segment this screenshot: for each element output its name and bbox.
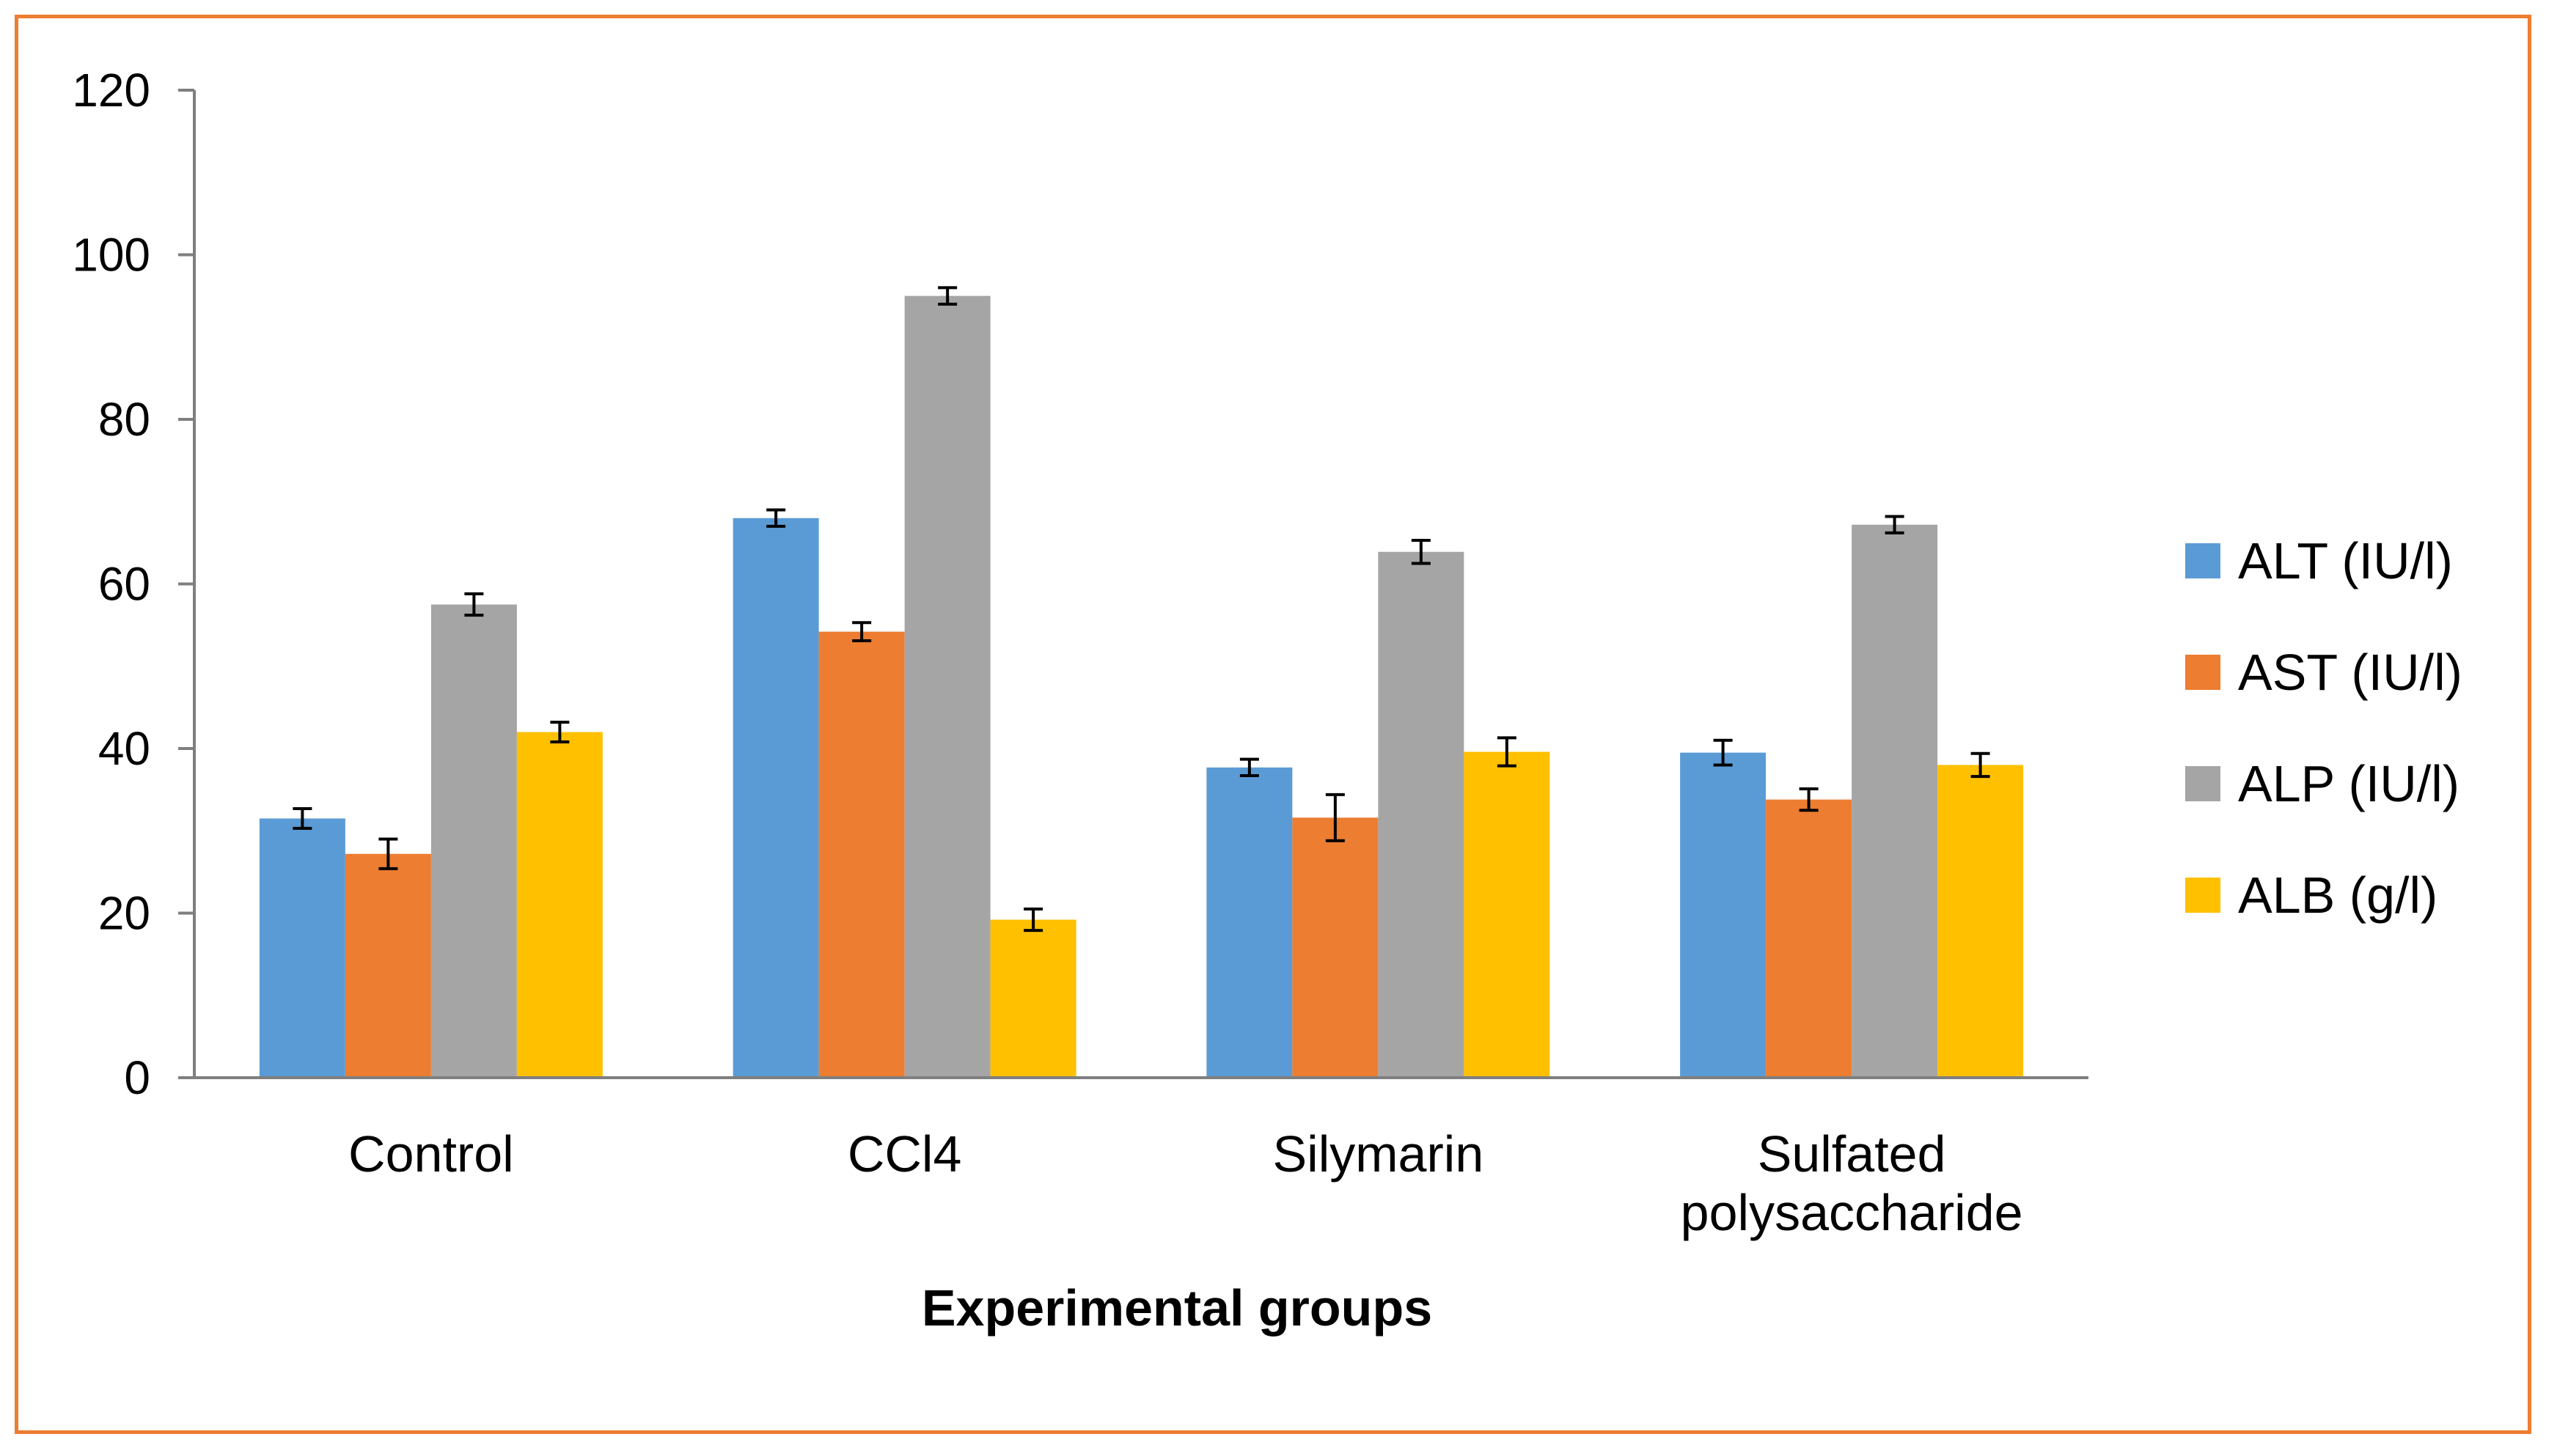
legend-label: ALB (g/l) — [2238, 867, 2437, 924]
bar-0-0 — [259, 818, 345, 1078]
y-tick-label: 0 — [124, 1051, 150, 1104]
axes — [178, 89, 2088, 1079]
y-tick-label: 60 — [98, 558, 150, 611]
y-tick-label: 80 — [98, 393, 150, 446]
error-bar-3-0 — [550, 721, 570, 744]
bars — [259, 295, 2024, 1078]
legend-item: ALB (g/l) — [2185, 867, 2437, 924]
bar-1-3 — [1766, 799, 1852, 1078]
error-bar-1-0 — [378, 837, 398, 870]
bar-2-2 — [1378, 551, 1464, 1078]
error-bar-0-0 — [293, 806, 312, 830]
error-bar-1-3 — [1799, 787, 1819, 812]
error-bar-0-3 — [1713, 738, 1733, 767]
legend-swatch — [2185, 878, 2220, 913]
error-bar-1-2 — [1325, 793, 1345, 842]
error-bar-3-1 — [1024, 907, 1043, 933]
legend-swatch — [2185, 766, 2220, 801]
bar-3-3 — [1937, 765, 2024, 1078]
bar-3-1 — [990, 919, 1076, 1078]
error-bar-1-1 — [852, 621, 872, 642]
bar-0-1 — [733, 518, 819, 1078]
bar-1-1 — [818, 631, 905, 1078]
bar-0-2 — [1206, 767, 1293, 1078]
bar-2-3 — [1852, 524, 1938, 1078]
error-bar-0-1 — [766, 508, 786, 528]
error-bar-2-3 — [1885, 515, 1904, 534]
legend-label: ALT (IU/l) — [2238, 532, 2453, 589]
error-bars — [293, 286, 1990, 933]
category-label: CCl4 — [848, 1125, 962, 1183]
legend-label: AST (IU/l) — [2238, 644, 2462, 701]
bar-1-2 — [1292, 817, 1379, 1078]
legend-label: ALP (IU/l) — [2238, 755, 2459, 812]
legend-swatch — [2185, 655, 2220, 690]
error-bar-3-2 — [1497, 736, 1516, 768]
y-tick-label: 120 — [72, 64, 150, 117]
bar-2-1 — [904, 295, 991, 1078]
bar-3-0 — [516, 732, 603, 1078]
error-bar-2-1 — [938, 286, 958, 306]
legend-item: AST (IU/l) — [2185, 644, 2462, 701]
category-label: Silymarin — [1272, 1125, 1483, 1183]
legend-item: ALT (IU/l) — [2185, 532, 2453, 589]
y-tick-label: 20 — [98, 887, 150, 940]
x-axis-title: Experimental groups — [922, 1279, 1432, 1336]
error-bar-2-0 — [464, 592, 484, 617]
error-bar-2-2 — [1411, 539, 1431, 565]
legend-item: ALP (IU/l) — [2185, 755, 2459, 812]
y-tick-label: 40 — [98, 722, 150, 775]
category-label: Control — [348, 1125, 514, 1183]
bar-2-0 — [430, 604, 517, 1078]
category-label: Sulfated polysaccharide — [1681, 1125, 2023, 1241]
bar-1-0 — [345, 853, 431, 1078]
category-labels: Control CCl4 Silymarin Sulfated polysacchari… — [348, 1125, 2023, 1241]
error-bar-3-3 — [1970, 751, 1990, 779]
y-tick-labels: 0 20 40 60 80 100 120 — [72, 64, 150, 1104]
bar-0-3 — [1680, 752, 1767, 1078]
legend-swatch — [2185, 543, 2220, 578]
legend: ALT (IU/l) AST (IU/l) ALP (IU/l) ALB (g/l) — [2185, 532, 2462, 924]
y-tick-label: 100 — [72, 229, 150, 282]
bar-3-2 — [1464, 751, 1550, 1078]
error-bar-0-2 — [1239, 757, 1259, 778]
